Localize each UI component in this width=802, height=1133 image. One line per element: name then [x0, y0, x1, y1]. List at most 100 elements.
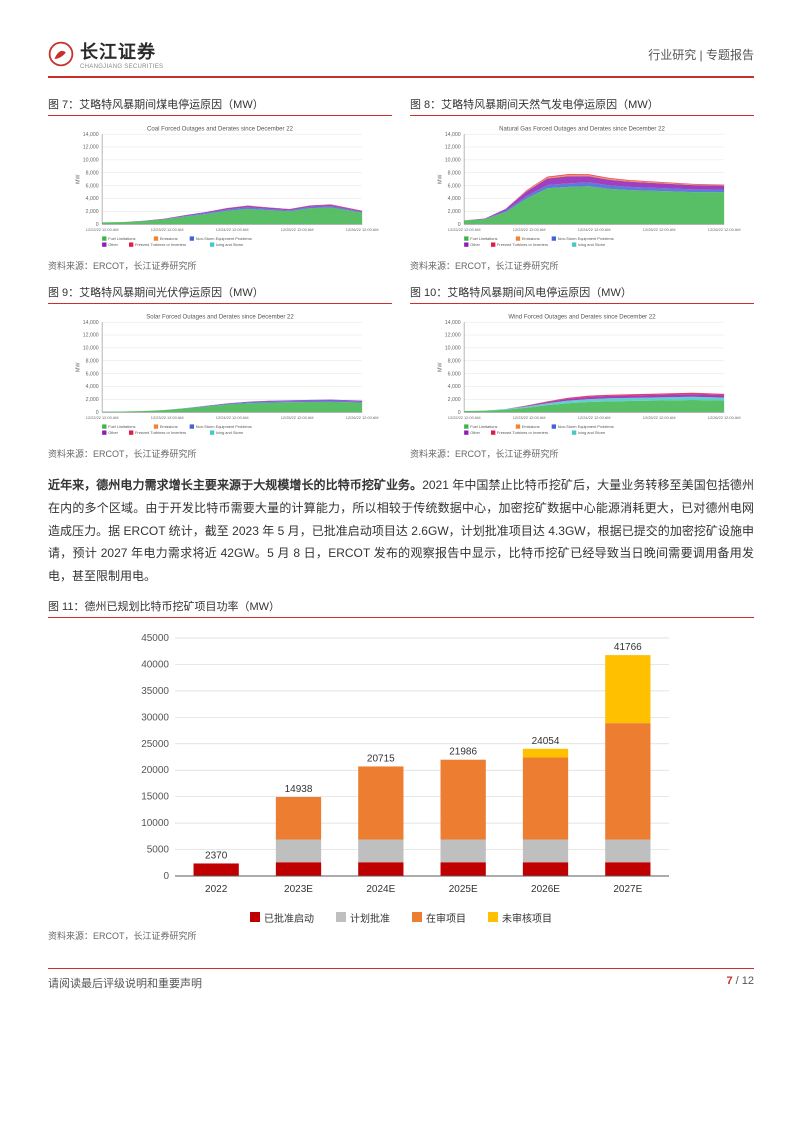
- svg-text:Emissions: Emissions: [160, 424, 178, 429]
- legend-label: 计划批准: [350, 910, 390, 925]
- svg-text:12/26/22 12:00 AM: 12/26/22 12:00 AM: [346, 227, 379, 232]
- fig-title: 图 10：艾略特风暴期间风电停运原因（MW）: [410, 284, 754, 304]
- svg-text:8,000: 8,000: [448, 358, 461, 364]
- svg-text:12/22/22 12:00 AM: 12/22/22 12:00 AM: [448, 415, 481, 420]
- logo: 长江证券 CHANGJIANG SECURITIES: [48, 38, 163, 70]
- svg-text:Fuel Limitations: Fuel Limitations: [108, 236, 135, 241]
- area-chart: Solar Forced Outages and Derates since D…: [48, 310, 392, 440]
- fig-title: 图 8：艾略特风暴期间天然气发电停运原因（MW）: [410, 96, 754, 116]
- fig11-title: 图 11：德州已规划比特币挖矿项目功率（MW）: [48, 598, 754, 618]
- legend-item: 已批准启动: [250, 910, 314, 925]
- legend-item: 在审项目: [412, 910, 466, 925]
- logo-icon: [48, 41, 74, 67]
- svg-text:10,000: 10,000: [83, 158, 99, 164]
- svg-text:12/22/22 12:00 AM: 12/22/22 12:00 AM: [86, 415, 119, 420]
- mini-chart-grid: 图 7：艾略特风暴期间煤电停运原因（MW）Coal Forced Outages…: [48, 96, 754, 460]
- svg-text:10,000: 10,000: [445, 346, 461, 352]
- figure: 图 9：艾略特风暴期间光伏停运原因（MW） Solar Forced Outage…: [48, 284, 392, 460]
- figure: 图 10：艾略特风暴期间风电停运原因（MW） Wind Forced Outage…: [410, 284, 754, 460]
- svg-text:2024E: 2024E: [366, 884, 395, 895]
- svg-text:12/22/22 12:00 AM: 12/22/22 12:00 AM: [448, 227, 481, 232]
- svg-text:14938: 14938: [285, 784, 313, 795]
- svg-text:12/23/22 12:00 AM: 12/23/22 12:00 AM: [151, 227, 184, 232]
- svg-text:12/26/22 12:00 AM: 12/26/22 12:00 AM: [708, 227, 741, 232]
- svg-text:MW: MW: [438, 362, 444, 371]
- para-body: 2021 年中国禁止比特币挖矿后，大量业务转移至美国包括德州在内的多个区域。由于…: [48, 478, 754, 583]
- brand-cn: 长江证券: [80, 38, 163, 64]
- figure-11: 图 11：德州已规划比特币挖矿项目功率（MW） 0500010000150002…: [48, 598, 754, 942]
- legend-swatch: [250, 912, 260, 922]
- svg-text:Fuel Limitations: Fuel Limitations: [470, 424, 497, 429]
- svg-text:14,000: 14,000: [83, 132, 99, 138]
- svg-text:12/23/22 12:00 AM: 12/23/22 12:00 AM: [513, 415, 546, 420]
- svg-text:12,000: 12,000: [445, 145, 461, 151]
- footer-disclaimer: 请阅读最后评级说明和重要声明: [48, 975, 202, 991]
- svg-text:6,000: 6,000: [448, 183, 461, 189]
- svg-text:12/25/22 12:00 AM: 12/25/22 12:00 AM: [281, 415, 314, 420]
- svg-text:12/25/22 12:00 AM: 12/25/22 12:00 AM: [643, 227, 676, 232]
- svg-text:15000: 15000: [141, 792, 169, 803]
- svg-text:Natural Gas Forced Outages and: Natural Gas Forced Outages and Derates s…: [499, 127, 665, 133]
- svg-text:41766: 41766: [614, 642, 642, 653]
- svg-text:8,000: 8,000: [86, 170, 99, 176]
- svg-text:2022: 2022: [205, 884, 228, 895]
- svg-text:45000: 45000: [141, 633, 169, 644]
- svg-text:6,000: 6,000: [448, 371, 461, 377]
- header: 长江证券 CHANGJIANG SECURITIES 行业研究 | 专题报告: [48, 38, 754, 78]
- svg-text:0: 0: [163, 871, 169, 882]
- header-category: 行业研究 | 专题报告: [648, 46, 754, 63]
- legend-item: 未审核项目: [488, 910, 552, 925]
- svg-text:Icing and Storm: Icing and Storm: [216, 242, 243, 247]
- fig-src: 资料来源：ERCOT，长江证券研究所: [48, 259, 392, 272]
- svg-text:Other: Other: [108, 242, 118, 247]
- svg-text:2,000: 2,000: [448, 397, 461, 403]
- svg-text:Solar Forced Outages and Derat: Solar Forced Outages and Derates since D…: [146, 315, 294, 321]
- svg-text:8,000: 8,000: [448, 170, 461, 176]
- legend-label: 未审核项目: [502, 910, 552, 925]
- svg-text:2023E: 2023E: [284, 884, 313, 895]
- svg-text:20000: 20000: [141, 765, 169, 776]
- bar-legend: 已批准启动 计划批准 在审项目 未审核项目: [250, 910, 552, 925]
- svg-text:2,000: 2,000: [86, 209, 99, 215]
- svg-text:10,000: 10,000: [445, 158, 461, 164]
- svg-text:12/24/22 12:00 AM: 12/24/22 12:00 AM: [578, 415, 611, 420]
- fig-title: 图 9：艾略特风暴期间光伏停运原因（MW）: [48, 284, 392, 304]
- svg-text:4,000: 4,000: [448, 384, 461, 390]
- legend-swatch: [488, 912, 498, 922]
- svg-text:Freezed Turbines or Inverters: Freezed Turbines or Inverters: [497, 242, 548, 247]
- footer: 请阅读最后评级说明和重要声明 7 / 12: [48, 968, 754, 991]
- svg-text:2025E: 2025E: [449, 884, 478, 895]
- svg-text:Wind Forced Outages and Derate: Wind Forced Outages and Derates since De…: [508, 315, 656, 321]
- svg-text:10000: 10000: [141, 818, 169, 829]
- svg-text:Freezed Turbines or Inverters: Freezed Turbines or Inverters: [135, 242, 186, 247]
- svg-text:4,000: 4,000: [448, 196, 461, 202]
- svg-text:12/24/22 12:00 AM: 12/24/22 12:00 AM: [216, 415, 249, 420]
- svg-text:Icing and Storm: Icing and Storm: [578, 242, 605, 247]
- svg-text:Icing and Storm: Icing and Storm: [216, 430, 243, 435]
- svg-text:21986: 21986: [449, 747, 477, 758]
- svg-text:4,000: 4,000: [86, 384, 99, 390]
- legend-swatch: [412, 912, 422, 922]
- svg-text:12/25/22 12:00 AM: 12/25/22 12:00 AM: [643, 415, 676, 420]
- svg-text:Emissions: Emissions: [160, 236, 178, 241]
- svg-text:8,000: 8,000: [86, 358, 99, 364]
- svg-text:12/23/22 12:00 AM: 12/23/22 12:00 AM: [513, 227, 546, 232]
- figure: 图 8：艾略特风暴期间天然气发电停运原因（MW） Natural Gas Forc…: [410, 96, 754, 272]
- brand-en: CHANGJIANG SECURITIES: [80, 64, 163, 70]
- svg-text:Other: Other: [470, 430, 480, 435]
- svg-text:2,000: 2,000: [448, 209, 461, 215]
- svg-text:25000: 25000: [141, 739, 169, 750]
- svg-text:12/24/22 12:00 AM: 12/24/22 12:00 AM: [216, 227, 249, 232]
- svg-text:2,000: 2,000: [86, 397, 99, 403]
- svg-text:Emissions: Emissions: [522, 424, 540, 429]
- svg-text:Freezed Turbines or Inverters: Freezed Turbines or Inverters: [135, 430, 186, 435]
- svg-text:Non-Storm Equipment Problems: Non-Storm Equipment Problems: [558, 424, 614, 429]
- svg-text:35000: 35000: [141, 686, 169, 697]
- svg-text:20715: 20715: [367, 753, 395, 764]
- bar-chart: 0500010000150002000025000300003500040000…: [121, 624, 681, 904]
- svg-text:10,000: 10,000: [83, 346, 99, 352]
- svg-text:12/26/22 12:00 AM: 12/26/22 12:00 AM: [708, 415, 741, 420]
- svg-text:12,000: 12,000: [83, 145, 99, 151]
- area-chart: Wind Forced Outages and Derates since De…: [410, 310, 754, 440]
- svg-text:MW: MW: [76, 362, 82, 371]
